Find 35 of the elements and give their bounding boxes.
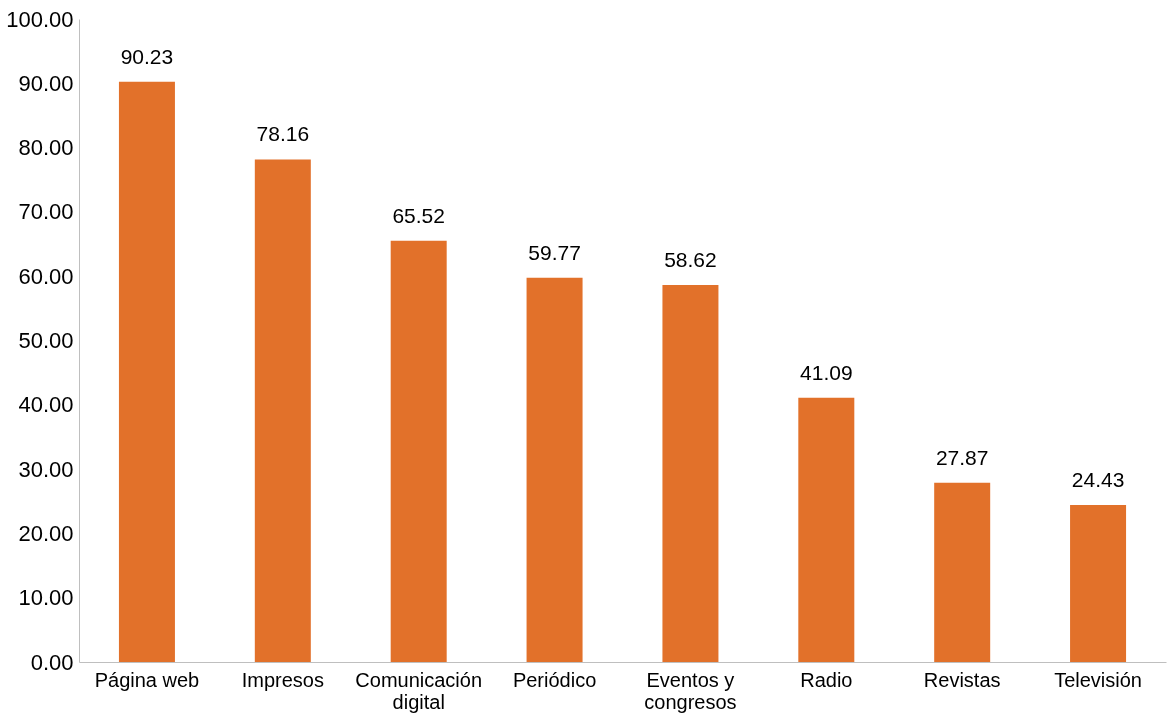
x-tick-label: Televisión (1054, 668, 1142, 691)
bar (662, 285, 719, 662)
y-tick-label: 30.00 (18, 456, 74, 482)
x-tick-label: Periódico (512, 668, 597, 691)
y-tick-label: 90.00 (18, 70, 74, 96)
x-tick-label: Comunicación digital (355, 668, 483, 713)
data-label: 41.09 (800, 360, 853, 384)
y-tick-label: 60.00 (18, 263, 74, 289)
y-tick-label: 0.00 (30, 649, 74, 675)
data-label: 59.77 (528, 240, 581, 264)
x-tick-label: Revistas (923, 668, 1001, 691)
data-label: 90.23 (120, 44, 174, 68)
data-label: 58.62 (664, 248, 717, 272)
y-tick-label: 100.00 (6, 6, 74, 32)
x-tick-label: Radio (800, 668, 853, 691)
data-label: 65.52 (392, 203, 445, 227)
data-label: 24.43 (1071, 467, 1125, 491)
y-tick-label: 80.00 (18, 135, 74, 161)
y-tick-label: 70.00 (18, 199, 74, 225)
x-tick-label: Impresos (241, 668, 324, 691)
data-label: 27.87 (935, 445, 989, 469)
bar (798, 397, 855, 662)
y-tick-label: 20.00 (18, 520, 74, 546)
y-tick-label: 40.00 (18, 392, 74, 418)
data-label: 78.16 (256, 122, 310, 146)
y-tick-label: 10.00 (18, 585, 74, 611)
x-tick-label: Eventos y congresos (644, 668, 737, 713)
bar (254, 159, 311, 662)
y-tick-label: 50.00 (18, 328, 74, 353)
bar (934, 482, 991, 662)
x-tick-label: Página web (94, 668, 200, 691)
bar (390, 240, 447, 662)
bar (1070, 504, 1127, 662)
bar (526, 277, 583, 662)
bar (118, 81, 175, 662)
